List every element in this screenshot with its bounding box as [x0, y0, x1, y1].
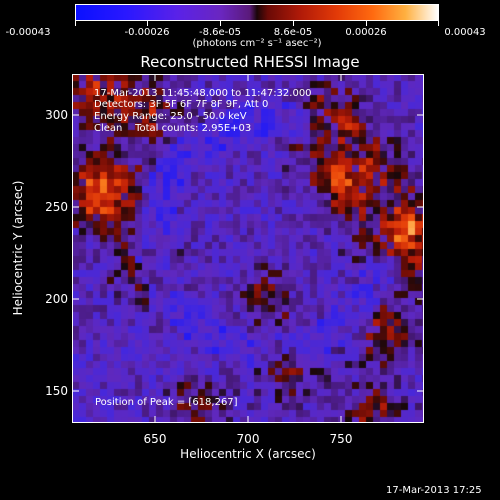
heatmap-plot-area [72, 74, 424, 423]
y-tick-label: 150 [45, 384, 68, 398]
y-tick-label: 300 [45, 108, 68, 122]
colorbar-tick [75, 21, 76, 26]
x-tick-label: 700 [236, 432, 260, 446]
colorbar-tick-label: 0.00043 [444, 27, 486, 38]
x-tick-label: 650 [143, 432, 167, 446]
y-tick-label: 250 [45, 200, 68, 214]
y-tick-label: 200 [45, 292, 68, 306]
plot-title: Reconstructed RHESSI Image [140, 53, 360, 71]
colorbar-tick [220, 21, 221, 26]
colorbar-tick-label: -0.00026 [124, 27, 170, 38]
heatmap-image [72, 74, 424, 423]
colorbar-tick-label: 0.00026 [345, 27, 387, 38]
colorbar-tick [438, 21, 439, 26]
detectors-annotation: Detectors: 3F 5F 6F 7F 8F 9F, Att 0 [94, 99, 269, 110]
y-axis-label: Heliocentric Y (arcsec) [11, 180, 25, 316]
energy-range-annotation: Energy Range: 25.0 - 50.0 keV [94, 111, 247, 122]
colorbar-tick-label: -8.6e-05 [199, 27, 241, 38]
clean-counts-annotation: Clean Total counts: 2.95E+03 [94, 123, 252, 134]
colorbar [75, 4, 439, 21]
colorbar-tick [147, 21, 148, 26]
render-timestamp: 17-Mar-2013 17:25 [386, 485, 482, 496]
colorbar-tick [366, 21, 367, 26]
time-range-annotation: 17-Mar-2013 11:45:48.000 to 11:47:32.000 [94, 88, 312, 99]
peak-position-annotation: Position of Peak = [618,267] [95, 397, 238, 408]
colorbar-units-label: (photons cm⁻² s⁻¹ asec⁻²) [192, 38, 322, 49]
x-tick-label: 750 [329, 432, 353, 446]
colorbar-tick-label: -0.00043 [5, 27, 51, 38]
x-axis-label: Heliocentric X (arcsec) [180, 447, 316, 461]
colorbar-tick [293, 21, 294, 26]
colorbar-tick-label: 8.6e-05 [273, 27, 313, 38]
